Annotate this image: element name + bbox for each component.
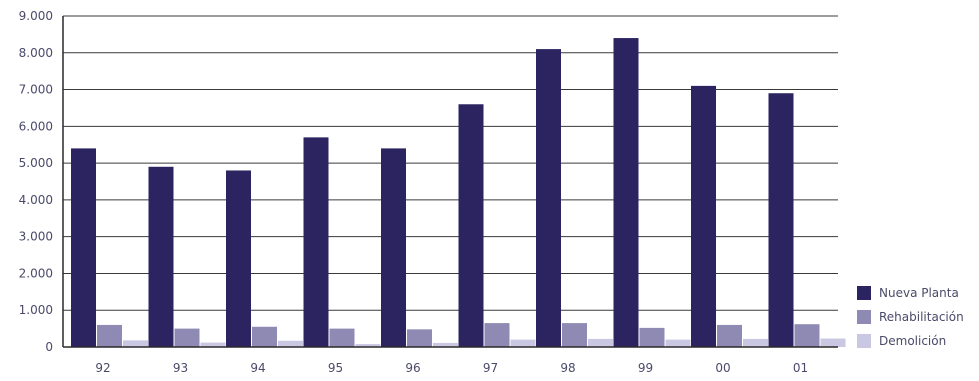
x-tick-label: 93: [173, 361, 188, 375]
y-tick-label: 9.000: [19, 9, 53, 23]
legend-swatch: [857, 334, 871, 348]
x-tick-label: 96: [405, 361, 420, 375]
bar-2-97: [510, 339, 536, 347]
bar-2-01: [820, 338, 846, 347]
bar-0-01: [768, 93, 794, 347]
x-tick-label: 99: [638, 361, 653, 375]
bar-0-94: [226, 170, 251, 347]
bar-0-98: [536, 49, 561, 347]
bar-0-00: [691, 85, 716, 347]
bar-1-01: [794, 324, 820, 347]
bar-1-00: [717, 324, 742, 347]
x-tick-label: 01: [793, 361, 808, 375]
bar-1-99: [639, 327, 665, 347]
bar-1-97: [484, 323, 510, 347]
bar-1-98: [562, 323, 587, 347]
x-tick-label: 94: [250, 361, 265, 375]
y-tick-label: 0: [45, 340, 53, 354]
bar-1-93: [174, 328, 200, 347]
bar-0-95: [303, 137, 329, 347]
bar-2-93: [200, 342, 226, 347]
bar-0-99: [613, 38, 639, 348]
y-tick-label: 4.000: [19, 193, 53, 207]
bar-2-96: [433, 342, 458, 347]
bar-2-98: [588, 338, 613, 347]
legend: Nueva Planta Rehabilitación Demolición: [857, 286, 964, 348]
bar-1-96: [407, 329, 432, 347]
x-tick-label: 98: [560, 361, 575, 375]
bar-2-94: [278, 340, 303, 347]
y-axis-ticks: 0 1.000 2.000 3.000 4.000 5.000 6.000 7.000 8.00…: [19, 9, 53, 354]
bars: [71, 38, 846, 348]
y-tick-label: 7.000: [19, 83, 53, 97]
y-tick-label: 3.000: [19, 230, 53, 244]
x-tick-label: 00: [715, 361, 730, 375]
x-tick-label: 95: [328, 361, 343, 375]
legend-label: Demolición: [879, 334, 946, 348]
legend-swatch: [857, 286, 871, 300]
axes: [62, 16, 838, 348]
bar-0-96: [381, 148, 406, 347]
bar-1-95: [329, 328, 355, 347]
legend-swatch: [857, 310, 871, 324]
y-tick-label: 6.000: [19, 119, 53, 133]
y-tick-label: 8.000: [19, 46, 53, 60]
bar-2-00: [743, 338, 768, 347]
grid-lines: [63, 15, 838, 311]
bar-2-92: [123, 340, 148, 347]
x-tick-label: 97: [483, 361, 498, 375]
bar-2-99: [665, 339, 691, 347]
bar-1-92: [97, 324, 122, 347]
bar-0-92: [71, 148, 96, 347]
y-tick-label: 2.000: [19, 266, 53, 280]
x-tick-label: 92: [95, 361, 110, 375]
bar-0-97: [458, 104, 484, 348]
legend-label: Rehabilitación: [879, 310, 964, 324]
legend-label: Nueva Planta: [879, 286, 959, 300]
y-tick-label: 1.000: [19, 303, 53, 317]
bar-1-94: [252, 326, 277, 347]
y-tick-label: 5.000: [19, 156, 53, 170]
x-axis-ticks: 92 93 94 95 96 97 98 99 00 01: [95, 361, 808, 375]
bar-2-95: [355, 344, 381, 347]
bar-0-93: [148, 166, 174, 347]
